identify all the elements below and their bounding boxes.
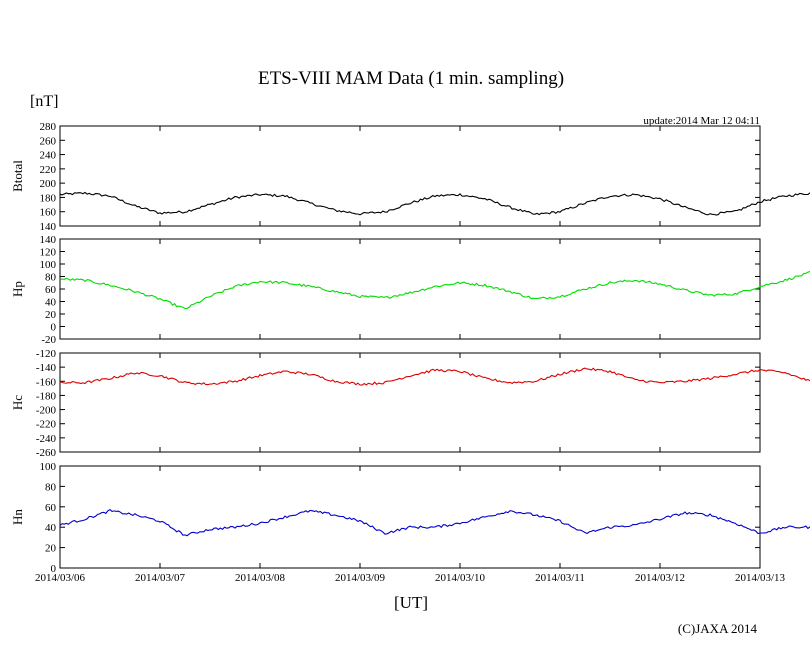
panel-hn: 0 20 40 60 80 100 Hn <box>10 461 810 575</box>
y-tick-label: 180 <box>40 192 57 204</box>
x-tick-label: 2014/03/11 <box>535 572 585 584</box>
x-tick-label: 2014/03/07 <box>135 572 186 584</box>
panel-frame <box>59 465 761 569</box>
y-tick-label: 0 <box>51 322 57 334</box>
copyright-text: (C)JAXA 2014 <box>678 621 758 636</box>
x-tick-label: 2014/03/12 <box>635 572 685 584</box>
series-line-hc <box>59 367 810 386</box>
y-tick-label: 260 <box>40 135 57 147</box>
x-tick-label: 2014/03/10 <box>435 572 486 584</box>
series-line-hp <box>59 271 810 310</box>
chart-title: ETS-VIII MAM Data (1 min. sampling) <box>258 68 564 89</box>
y-tick-label: -120 <box>36 348 57 360</box>
panel-frame <box>59 352 761 453</box>
unit-label: [nT] <box>30 93 58 110</box>
y-tick-label: 220 <box>40 164 57 176</box>
y-tick-label: -20 <box>41 334 56 346</box>
panel-label: Hc <box>10 395 25 410</box>
y-tick-label: 40 <box>45 297 57 309</box>
x-axis: 2014/03/06 2014/03/07 2014/03/08 2014/03/09… <box>35 572 786 584</box>
y-tick-label: -180 <box>36 390 57 402</box>
y-tick-label: -220 <box>36 419 57 431</box>
series-line-btotal <box>59 191 810 216</box>
y-tick-label: 20 <box>45 543 57 555</box>
y-tick-label: 140 <box>40 234 57 246</box>
y-tick-label: 140 <box>40 221 57 233</box>
y-tick-label: 20 <box>45 309 57 321</box>
panel-label: Hp <box>10 281 25 297</box>
y-tick-label: 60 <box>45 502 57 514</box>
y-tick-label: -140 <box>36 362 57 374</box>
panel-frame <box>59 238 761 340</box>
y-tick-label: 280 <box>40 121 57 133</box>
panels: 140160180200220240260280Btotal-200204060… <box>10 121 810 575</box>
y-tick-label: 80 <box>45 272 57 284</box>
y-tick-label: 60 <box>45 284 57 296</box>
y-tick-label: 120 <box>40 247 57 259</box>
y-tick-label: 40 <box>45 522 57 534</box>
y-tick-label: -200 <box>36 405 57 417</box>
x-tick-label: 2014/03/06 <box>35 572 86 584</box>
panel-hc: -120 -140 -160 -180 -200 -220 -240 -260 Hc <box>10 348 810 459</box>
update-text: update:2014 Mar 12 04:11 <box>643 115 760 127</box>
y-tick-label: 240 <box>40 150 57 162</box>
y-tick-label: 0 <box>51 563 57 575</box>
x-tick-label: 2014/03/08 <box>235 572 286 584</box>
series-line-hn <box>59 509 810 537</box>
x-tick-label: 2014/03/13 <box>735 572 786 584</box>
y-tick-label: 100 <box>40 259 57 271</box>
y-tick-label: -240 <box>36 433 57 445</box>
panel-btotal: 140 160 180 200 220 240 260 280 Btotal <box>10 121 810 233</box>
y-tick-label: 200 <box>40 178 57 190</box>
panel-label: Hn <box>10 509 25 525</box>
x-tick-label: 2014/03/09 <box>335 572 386 584</box>
y-tick-label: 160 <box>40 207 57 219</box>
y-tick-label: -260 <box>36 447 57 459</box>
x-axis-label: [UT] <box>394 593 428 612</box>
y-tick-label: 100 <box>40 461 57 473</box>
y-tick-label: 80 <box>45 481 57 493</box>
y-tick-label: -160 <box>36 376 57 388</box>
panel-label: Btotal <box>10 160 25 192</box>
panel-frame <box>59 125 761 227</box>
